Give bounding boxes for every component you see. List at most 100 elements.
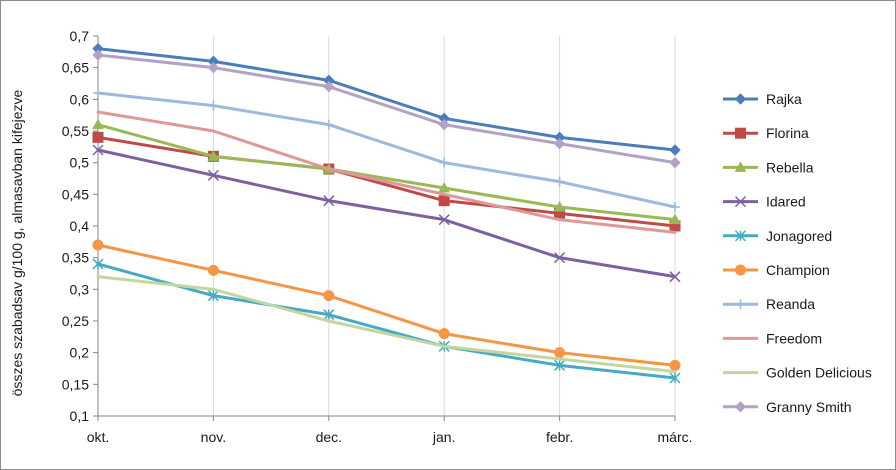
legend-item-reanda: Reanda [723,296,815,312]
series-idared [92,144,681,283]
data-point-champion [207,264,219,276]
data-point-champion [669,359,681,371]
axes [93,35,676,421]
series-rebella [92,118,681,225]
data-point-granny-smith [207,61,220,74]
y-tick-label: 0,6 [70,91,90,107]
data-point-granny-smith [323,80,335,93]
series-reanda [93,88,680,212]
data-point-reanda [554,176,565,187]
data-point-rebella [207,150,220,161]
data-point-champion [92,239,104,251]
legend: Rajka Florina Rebella Idared Jonagored Champi… [723,91,872,415]
x-tick-label: febr. [546,429,573,445]
legend-label: Golden Delicious [766,365,872,381]
data-point-champion [438,328,450,340]
legend-item-granny-smith: Granny Smith [723,399,852,415]
data-point-champion [554,347,566,359]
series-line-rebella [96,123,677,222]
data-point-rebella [553,200,566,212]
x-tick-label: márc. [658,429,693,445]
legend-label: Jonagored [766,228,832,244]
legend-label: Idared [766,194,806,210]
series-line-florina [96,135,677,228]
y-axis-title: összes szabadsav g/100 g, almasavban kif… [9,89,25,396]
series-freedom [96,110,677,234]
legend-label: Granny Smith [766,399,852,415]
x-tick-label: nov. [201,429,226,445]
y-tick-label: 0,1 [70,408,90,424]
series-line-champion [96,243,677,367]
series-lines [92,42,681,384]
series-champion [92,239,681,371]
legend-marker [734,93,747,105]
y-tick-label: 0,7 [70,28,90,44]
legend-marker [734,401,747,413]
legend-item-idared: Idared [723,194,806,210]
y-tick-label: 0,35 [62,250,89,266]
series-line-jonagored [96,262,677,380]
y-tick-label: 0,3 [70,281,90,297]
x-tick-label: dec. [316,429,342,445]
data-point-reanda [208,100,219,111]
series-granny-smith [92,49,681,169]
y-tick-label: 0,65 [62,60,89,76]
data-point-florina [438,195,450,207]
legend-marker [735,264,746,276]
data-point-rebella [669,213,681,225]
legend-item-champion: Champion [723,262,830,278]
data-point-reanda [439,157,450,168]
series-line-granny-smith [96,53,677,165]
data-point-granny-smith [92,49,104,61]
series-line-idared [96,148,677,279]
legend-item-rajka: Rajka [723,91,802,107]
data-point-jonagored [323,309,335,321]
data-point-idared [323,195,335,207]
series-line-rajka [96,47,677,152]
series-line-golden-delicious [96,275,677,374]
legend-item-florina: Florina [723,125,809,141]
data-point-idared [554,252,566,264]
y-tick-labels: 0,1 0,15 0,2 0,25 0,3 0,35 0,4 0,45 0,5 0,55 0,6 0,… [62,28,89,424]
legend-marker [734,161,747,172]
y-tick-label: 0,4 [70,218,90,234]
data-point-champion [323,290,335,302]
legend-label: Freedom [766,330,822,346]
series-rajka [92,42,681,156]
series-line-freedom [96,110,677,234]
data-point-rajka [669,144,681,156]
legend-label: Champion [766,262,830,278]
data-point-jonagored [207,290,219,302]
x-tick-label: jan. [432,429,456,445]
legend-label: Rajka [766,91,802,107]
legend-marker [735,127,746,139]
data-point-granny-smith [553,137,566,150]
legend-marker [734,196,747,208]
legend-label: Reanda [766,296,815,312]
data-point-idared [92,144,104,156]
series-golden-delicious [96,275,677,374]
legend-label: Rebella [766,159,814,175]
legend-item-jonagored: Jonagored [723,228,832,244]
y-tick-label: 0,55 [62,123,89,139]
y-tick-label: 0,45 [62,186,89,202]
data-point-reanda [323,119,334,130]
x-tick-label: okt. [87,429,110,445]
data-point-idared [207,169,219,181]
x-tick-labels: okt. nov. dec. jan. febr. márc. [87,429,693,445]
legend-marker [734,230,747,242]
data-point-rebella [438,181,451,193]
y-tick-label: 0,5 [70,155,90,171]
data-point-idared [669,271,681,283]
data-point-reanda [93,88,103,98]
data-point-reanda [670,202,680,212]
legend-label: Florina [766,125,809,141]
y-tick-label: 0,2 [70,345,90,361]
legend-item-golden-delicious: Golden Delicious [723,365,872,381]
data-point-granny-smith [438,118,450,131]
data-point-jonagored [669,372,681,384]
legend-item-rebella: Rebella [723,159,814,175]
y-tick-label: 0,15 [62,376,89,392]
